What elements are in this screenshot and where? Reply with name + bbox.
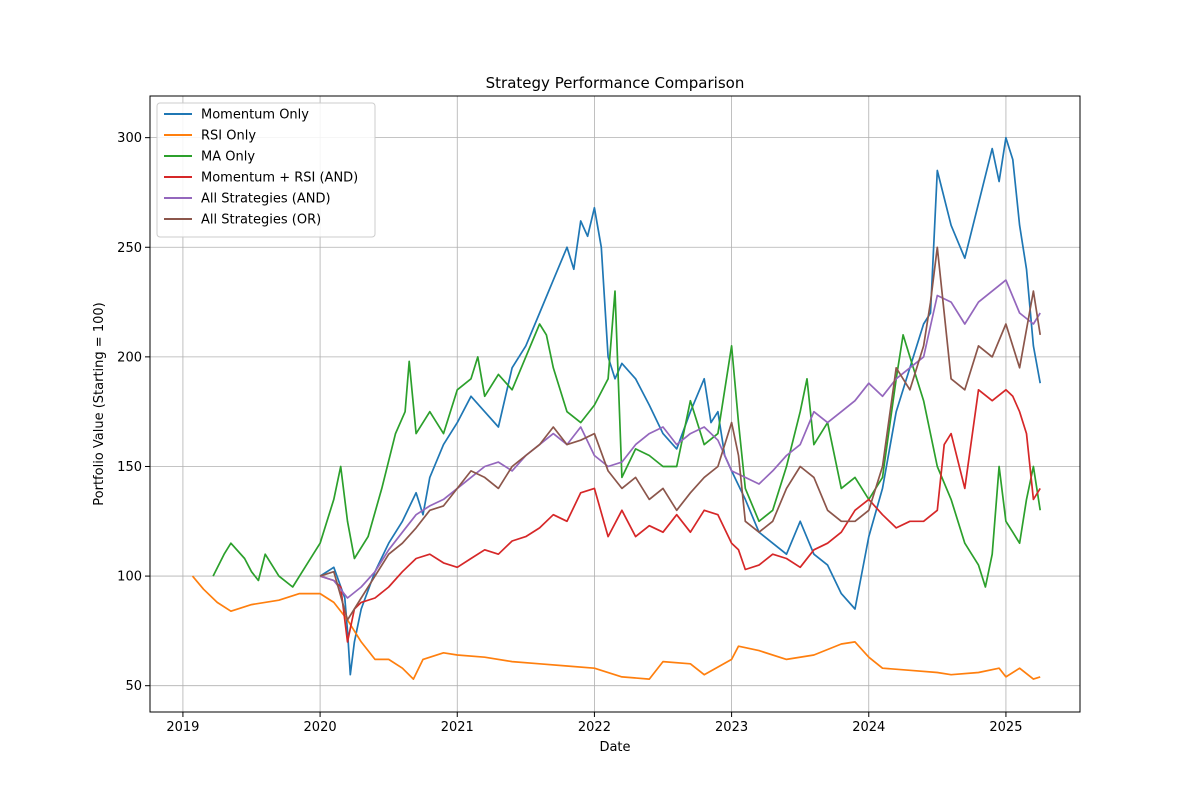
y-tick-label: 300 xyxy=(117,131,142,146)
x-tick-label: 2019 xyxy=(166,720,199,735)
y-tick-label: 50 xyxy=(125,679,142,694)
legend-label: Momentum + RSI (AND) xyxy=(201,171,358,186)
x-tick-label: 2021 xyxy=(441,720,474,735)
y-tick-label: 250 xyxy=(117,241,142,256)
series-line-4 xyxy=(319,388,1041,643)
x-axis-label: Date xyxy=(599,740,630,755)
legend-box xyxy=(156,102,376,238)
y-axis-label: Portfolio Value (Starting = 100) xyxy=(92,302,107,505)
series-lines xyxy=(191,136,1042,680)
x-tick-label: 2024 xyxy=(852,720,885,735)
legend-label: Momentum Only xyxy=(201,108,309,123)
series-line-5 xyxy=(319,279,1041,599)
y-tick-label: 150 xyxy=(117,460,142,475)
legend-label: All Strategies (OR) xyxy=(201,213,321,228)
x-tick-label: 2025 xyxy=(989,720,1022,735)
plot-frame xyxy=(149,95,1081,713)
y-tick-label: 200 xyxy=(117,350,142,365)
chart-title: Strategy Performance Comparison xyxy=(486,74,745,92)
x-tick-label: 2023 xyxy=(715,720,748,735)
legend: Momentum Only RSI Only MA Only Momentum + R… xyxy=(156,102,376,238)
x-axis-ticks: 2019 2020 2021 2022 2023 2024 2025 xyxy=(166,712,1022,735)
y-tick-label: 100 xyxy=(117,570,142,585)
series-line-2 xyxy=(191,575,1041,680)
legend-label: RSI Only xyxy=(201,129,256,144)
x-tick-label: 2020 xyxy=(304,720,337,735)
series-line-6 xyxy=(319,246,1042,621)
x-tick-label: 2022 xyxy=(578,720,611,735)
series-line-1 xyxy=(319,136,1042,676)
grid-lines xyxy=(150,96,1080,712)
series-line-3 xyxy=(212,290,1042,588)
legend-label: All Strategies (AND) xyxy=(201,192,331,207)
y-axis-ticks: 50 100 150 200 250 300 xyxy=(117,131,150,694)
legend-label: MA Only xyxy=(201,150,255,165)
